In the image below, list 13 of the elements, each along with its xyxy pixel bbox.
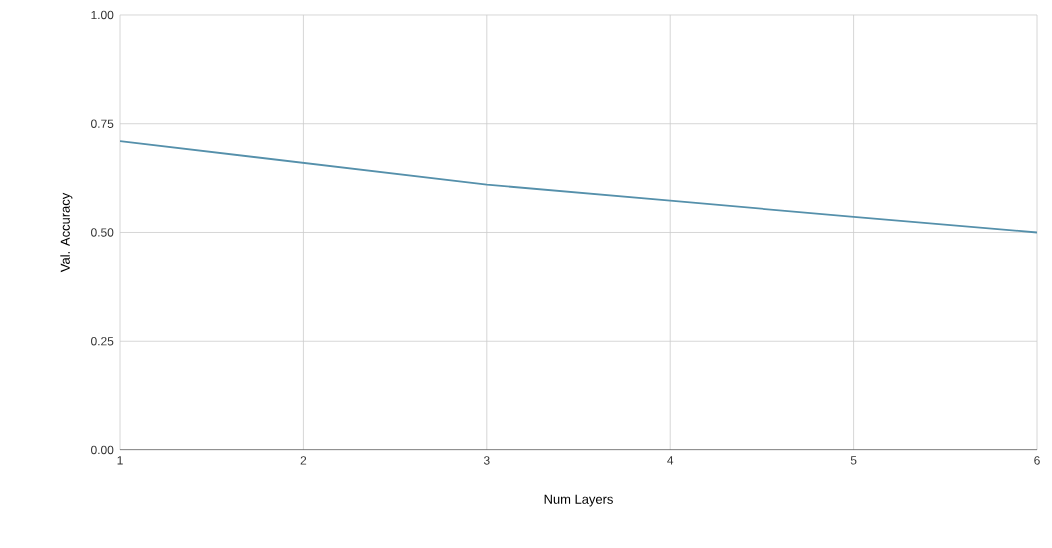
y-tick-label: 0.75	[91, 119, 114, 128]
x-tick-label: 5	[850, 456, 857, 465]
x-tick-label: 4	[667, 456, 674, 465]
x-tick-label: 1	[117, 456, 123, 465]
y-tick-label: 0.50	[91, 228, 114, 237]
y-tick-label: 1.00	[91, 10, 114, 20]
y-axis-title: Val. Accuracy	[60, 192, 73, 273]
x-tick-label: 2	[300, 456, 307, 465]
x-axis-title: Num Layers	[544, 494, 613, 507]
y-tick-label: 0.25	[91, 337, 114, 346]
x-tick-label: 6	[1034, 456, 1040, 465]
x-tick-label: 3	[483, 456, 490, 465]
y-tick-label: 0.00	[91, 445, 114, 455]
